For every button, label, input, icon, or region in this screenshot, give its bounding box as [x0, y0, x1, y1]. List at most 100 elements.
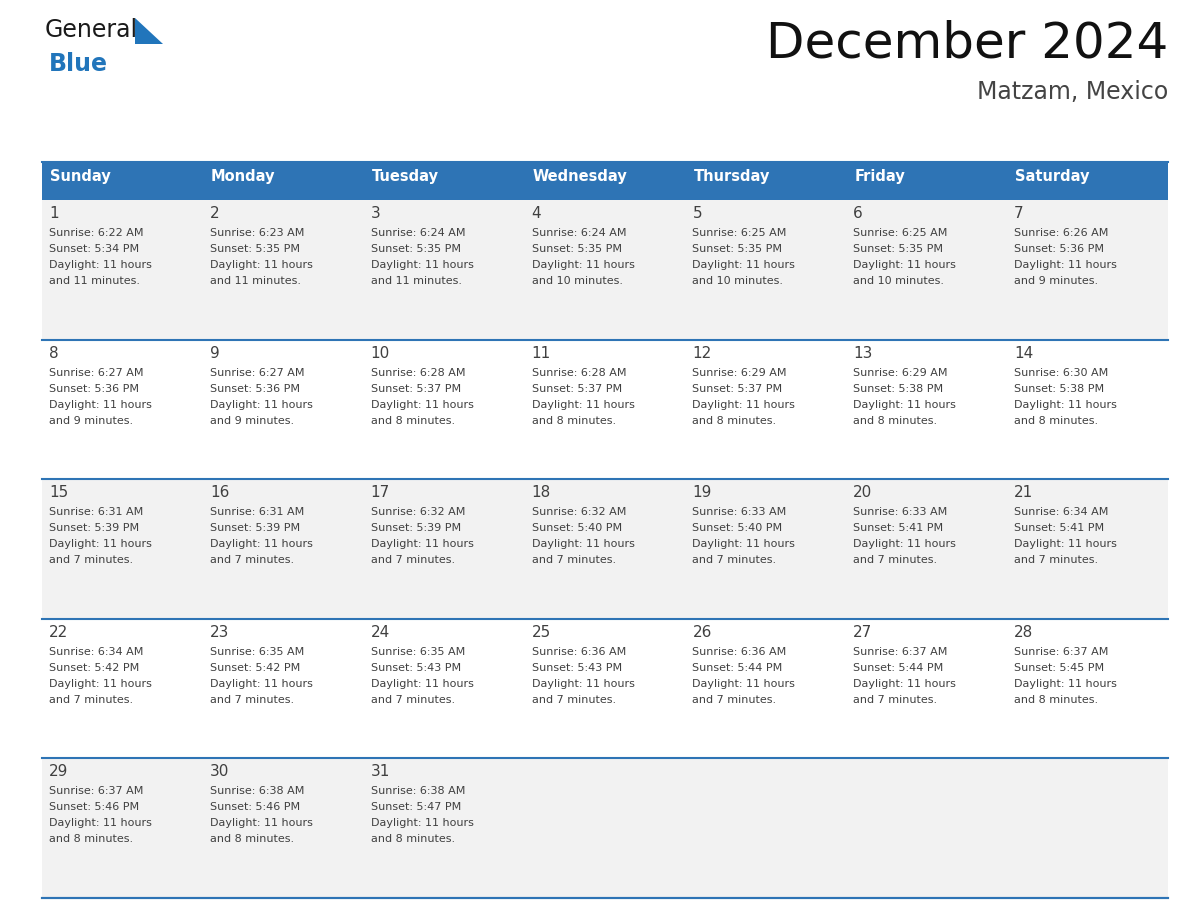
Polygon shape [135, 18, 163, 44]
Text: and 10 minutes.: and 10 minutes. [531, 276, 623, 286]
Text: 23: 23 [210, 625, 229, 640]
Text: Daylight: 11 hours: Daylight: 11 hours [210, 539, 312, 549]
Text: Sunset: 5:35 PM: Sunset: 5:35 PM [531, 244, 621, 254]
Text: Wednesday: Wednesday [532, 169, 627, 184]
Text: Sunset: 5:45 PM: Sunset: 5:45 PM [1015, 663, 1105, 673]
Text: and 7 minutes.: and 7 minutes. [693, 555, 777, 565]
Bar [203, 619, 364, 758]
Text: 13: 13 [853, 345, 873, 361]
Bar [203, 340, 364, 479]
Text: Daylight: 11 hours: Daylight: 11 hours [531, 260, 634, 270]
Text: and 7 minutes.: and 7 minutes. [853, 695, 937, 705]
Text: 22: 22 [49, 625, 68, 640]
Text: Daylight: 11 hours: Daylight: 11 hours [210, 819, 312, 828]
Text: Sunset: 5:42 PM: Sunset: 5:42 PM [210, 663, 301, 673]
Text: Sunset: 5:39 PM: Sunset: 5:39 PM [371, 523, 461, 533]
Text: Daylight: 11 hours: Daylight: 11 hours [49, 260, 152, 270]
Text: Sunrise: 6:32 AM: Sunrise: 6:32 AM [531, 508, 626, 517]
Text: 1: 1 [49, 206, 58, 221]
Bar [846, 479, 1007, 619]
Text: and 7 minutes.: and 7 minutes. [371, 695, 455, 705]
Text: and 11 minutes.: and 11 minutes. [210, 276, 301, 286]
Text: Sunrise: 6:31 AM: Sunrise: 6:31 AM [49, 508, 144, 517]
Text: and 7 minutes.: and 7 minutes. [853, 555, 937, 565]
Text: Sunset: 5:43 PM: Sunset: 5:43 PM [371, 663, 461, 673]
Text: Sunrise: 6:35 AM: Sunrise: 6:35 AM [210, 647, 304, 656]
Bar [525, 758, 685, 898]
Text: 5: 5 [693, 206, 702, 221]
Bar [203, 479, 364, 619]
Text: Sunrise: 6:33 AM: Sunrise: 6:33 AM [853, 508, 948, 517]
Bar [203, 758, 364, 898]
Text: General: General [45, 18, 138, 42]
Text: Sunset: 5:47 PM: Sunset: 5:47 PM [371, 802, 461, 812]
Bar [42, 340, 203, 479]
Text: Daylight: 11 hours: Daylight: 11 hours [531, 678, 634, 688]
Text: 24: 24 [371, 625, 390, 640]
Bar [1007, 758, 1168, 898]
Text: and 7 minutes.: and 7 minutes. [1015, 555, 1098, 565]
Text: Sunrise: 6:24 AM: Sunrise: 6:24 AM [371, 228, 466, 238]
Text: and 11 minutes.: and 11 minutes. [371, 276, 462, 286]
Text: and 8 minutes.: and 8 minutes. [1015, 695, 1098, 705]
Text: 19: 19 [693, 486, 712, 500]
Text: and 8 minutes.: and 8 minutes. [371, 834, 455, 845]
Bar [1007, 162, 1168, 200]
Bar [1007, 340, 1168, 479]
Text: Thursday: Thursday [694, 169, 770, 184]
Text: Sunrise: 6:35 AM: Sunrise: 6:35 AM [371, 647, 465, 656]
Text: Sunset: 5:37 PM: Sunset: 5:37 PM [531, 384, 621, 394]
Bar [846, 758, 1007, 898]
Bar [525, 619, 685, 758]
Bar [525, 162, 685, 200]
Text: and 7 minutes.: and 7 minutes. [49, 555, 133, 565]
Text: Daylight: 11 hours: Daylight: 11 hours [371, 260, 474, 270]
Text: Sunrise: 6:37 AM: Sunrise: 6:37 AM [49, 787, 144, 797]
Text: 26: 26 [693, 625, 712, 640]
Bar [525, 479, 685, 619]
Text: December 2024: December 2024 [766, 20, 1168, 68]
Text: Sunset: 5:35 PM: Sunset: 5:35 PM [693, 244, 783, 254]
Text: Friday: Friday [854, 169, 905, 184]
Text: Daylight: 11 hours: Daylight: 11 hours [371, 399, 474, 409]
Text: and 9 minutes.: and 9 minutes. [1015, 276, 1098, 286]
Text: Daylight: 11 hours: Daylight: 11 hours [49, 539, 152, 549]
Text: Sunrise: 6:25 AM: Sunrise: 6:25 AM [853, 228, 948, 238]
Text: Sunrise: 6:34 AM: Sunrise: 6:34 AM [49, 647, 144, 656]
Text: Sunset: 5:36 PM: Sunset: 5:36 PM [49, 384, 139, 394]
Text: and 10 minutes.: and 10 minutes. [693, 276, 783, 286]
Bar [1007, 479, 1168, 619]
Bar [364, 758, 525, 898]
Text: 8: 8 [49, 345, 58, 361]
Text: and 8 minutes.: and 8 minutes. [1015, 416, 1098, 426]
Text: Daylight: 11 hours: Daylight: 11 hours [210, 678, 312, 688]
Text: Sunrise: 6:38 AM: Sunrise: 6:38 AM [371, 787, 465, 797]
Bar [42, 619, 203, 758]
Text: Sunset: 5:36 PM: Sunset: 5:36 PM [1015, 244, 1104, 254]
Text: Daylight: 11 hours: Daylight: 11 hours [693, 260, 795, 270]
Text: Sunrise: 6:28 AM: Sunrise: 6:28 AM [371, 367, 466, 377]
Text: and 11 minutes.: and 11 minutes. [49, 276, 140, 286]
Text: and 8 minutes.: and 8 minutes. [853, 416, 937, 426]
Text: Sunrise: 6:27 AM: Sunrise: 6:27 AM [210, 367, 304, 377]
Bar [685, 758, 846, 898]
Text: Daylight: 11 hours: Daylight: 11 hours [1015, 260, 1117, 270]
Text: Sunrise: 6:26 AM: Sunrise: 6:26 AM [1015, 228, 1108, 238]
Text: Sunday: Sunday [50, 169, 110, 184]
Bar [846, 200, 1007, 340]
Text: and 8 minutes.: and 8 minutes. [371, 416, 455, 426]
Bar [846, 619, 1007, 758]
Text: Sunrise: 6:27 AM: Sunrise: 6:27 AM [49, 367, 144, 377]
Text: and 7 minutes.: and 7 minutes. [49, 695, 133, 705]
Text: 28: 28 [1015, 625, 1034, 640]
Text: Sunrise: 6:23 AM: Sunrise: 6:23 AM [210, 228, 304, 238]
Text: Sunset: 5:46 PM: Sunset: 5:46 PM [49, 802, 139, 812]
Text: 15: 15 [49, 486, 68, 500]
Text: 7: 7 [1015, 206, 1024, 221]
Text: Sunset: 5:43 PM: Sunset: 5:43 PM [531, 663, 621, 673]
Text: Sunset: 5:37 PM: Sunset: 5:37 PM [371, 384, 461, 394]
Bar [685, 340, 846, 479]
Text: Sunset: 5:36 PM: Sunset: 5:36 PM [210, 384, 299, 394]
Bar [42, 479, 203, 619]
Text: Sunset: 5:35 PM: Sunset: 5:35 PM [371, 244, 461, 254]
